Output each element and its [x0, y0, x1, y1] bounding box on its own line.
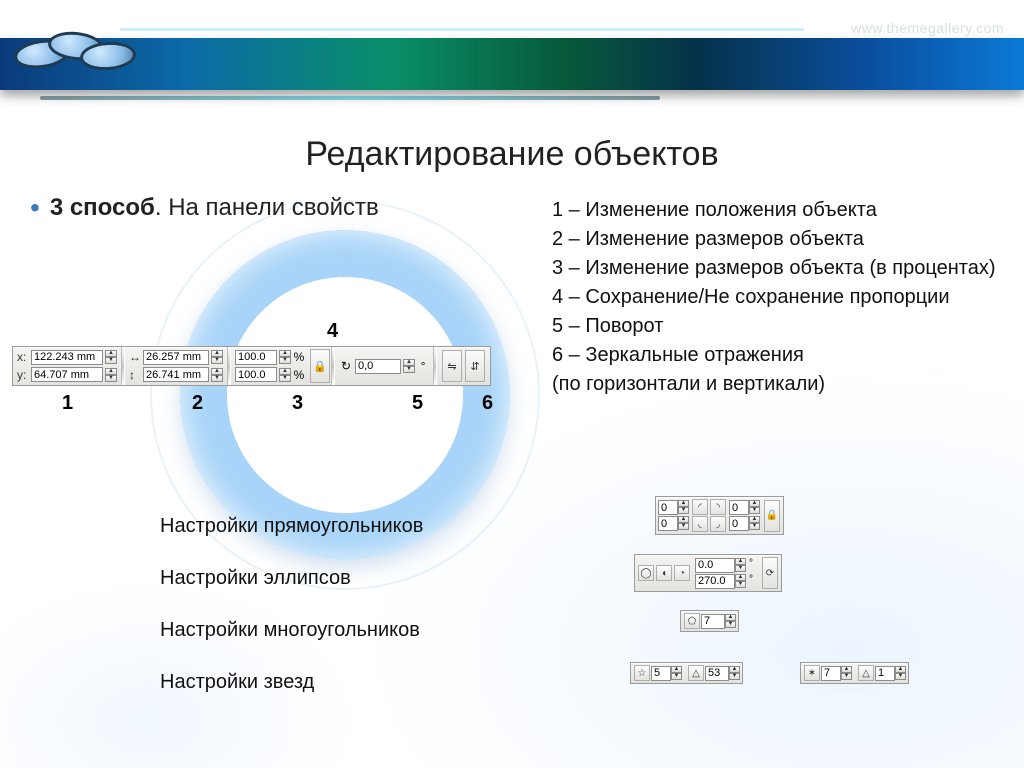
degree-unit: ° — [746, 558, 756, 573]
mirror-horizontal-button[interactable]: ⇋ — [442, 350, 462, 382]
ellipse-start-field[interactable]: 0.0 — [695, 558, 735, 573]
ellipse-full-button[interactable]: ◯ — [638, 565, 654, 581]
height-field[interactable]: 26.741 mm — [143, 367, 209, 382]
callout-4: 4 — [327, 320, 338, 343]
mirror-group: ⇋ ⇵ — [437, 347, 490, 385]
lock-ratio-button[interactable]: 🔒 — [310, 349, 330, 383]
ellipse-panel: ◯ ◖ ◔ 0.0 ▲▼ ° 270.0 ▲▼ ° ⟳ — [634, 554, 782, 592]
scale-x-spinner[interactable]: ▲▼ — [279, 350, 291, 364]
corner-br-field[interactable]: 0 — [729, 516, 749, 531]
legend-item: 4 – Сохранение/Не сохранение пропорции — [552, 283, 1002, 312]
ellipse-start-spinner[interactable]: ▲▼ — [735, 558, 746, 573]
corner-bl-icon: ◟ — [692, 516, 708, 532]
rect-lock-button[interactable]: 🔒 — [764, 500, 780, 532]
percent-unit: % — [293, 368, 305, 382]
scale-x-field[interactable]: 100.0 — [235, 350, 277, 365]
star-sharpness-spinner[interactable]: ▲▼ — [729, 666, 740, 680]
corner-tr-spinner[interactable]: ▲▼ — [749, 500, 760, 515]
rotate-field[interactable]: 0,0 — [355, 359, 401, 374]
width-field[interactable]: 26.257 mm — [143, 350, 209, 365]
legend-item: (по горизонтали и вертикали) — [552, 370, 1002, 399]
scale-group: 100.0 ▲▼ % 100.0 ▲▼ % — [231, 347, 309, 385]
percent-unit: % — [293, 350, 305, 364]
complex-star-points-spinner[interactable]: ▲▼ — [841, 666, 852, 680]
complex-star-sharpness-field[interactable]: 1 — [875, 666, 895, 681]
corner-bl-field[interactable]: 0 — [658, 516, 678, 531]
star-sharpness-icon: △ — [688, 665, 704, 681]
corner-tl-spinner[interactable]: ▲▼ — [678, 500, 689, 515]
rotate-group: ↻ 0,0 ▲▼ ° — [335, 347, 433, 385]
position-group: x: 122.243 mm ▲▼ y: 64.707 mm ▲▼ — [13, 347, 121, 385]
legend-item: 5 – Поворот — [552, 312, 1002, 341]
legend-item: 3 – Изменение размеров объекта (в процен… — [552, 254, 1002, 283]
star-points-spinner[interactable]: ▲▼ — [671, 666, 682, 680]
height-spinner[interactable]: ▲▼ — [211, 368, 223, 382]
y-field[interactable]: 64.707 mm — [31, 367, 103, 382]
rect-corner-panel: 0 ▲▼ 0 ▲▼ ◜ ◝ ◟ ◞ 0 ▲▼ 0 — [655, 496, 784, 535]
corner-bl-spinner[interactable]: ▲▼ — [678, 516, 689, 531]
degree-unit: ° — [746, 574, 756, 589]
complex-star-points-field[interactable]: 7 — [821, 666, 841, 681]
callout-6: 6 — [482, 392, 493, 415]
x-field[interactable]: 122.243 mm — [31, 350, 103, 365]
property-bar: x: 122.243 mm ▲▼ y: 64.707 mm ▲▼ ↔ 26.25… — [12, 346, 491, 386]
complex-star-sharpness-spinner[interactable]: ▲▼ — [895, 666, 906, 680]
ellipse-end-field[interactable]: 270.0 — [695, 574, 735, 589]
x-spinner[interactable]: ▲▼ — [105, 350, 117, 364]
polygon-sides-field[interactable]: 7 — [701, 614, 725, 629]
corner-tr-field[interactable]: 0 — [729, 500, 749, 515]
legend-list: 1 – Изменение положения объекта 2 – Изме… — [552, 196, 1002, 399]
legend-item: 6 – Зеркальные отражения — [552, 341, 1002, 370]
method-bullet: •3 способ. На панели свойств — [30, 192, 379, 224]
scale-y-field[interactable]: 100.0 — [235, 367, 277, 382]
callout-5: 5 — [412, 392, 423, 415]
corner-tl-icon: ◜ — [692, 499, 708, 515]
polygon-settings-label: Настройки многоугольников — [160, 604, 423, 656]
star-panel-1: ☆ 5 ▲▼ △ 53 ▲▼ — [630, 662, 743, 684]
y-spinner[interactable]: ▲▼ — [105, 368, 117, 382]
legend-item: 2 – Изменение размеров объекта — [552, 225, 1002, 254]
corner-br-icon: ◞ — [710, 516, 726, 532]
y-label: y: — [17, 368, 29, 382]
width-spinner[interactable]: ▲▼ — [211, 350, 223, 364]
page-title: Редактирование объектов — [0, 135, 1024, 174]
height-icon: ↕ — [129, 368, 141, 382]
polygon-sides-spinner[interactable]: ▲▼ — [725, 614, 736, 628]
x-label: x: — [17, 350, 29, 364]
scale-y-spinner[interactable]: ▲▼ — [279, 368, 291, 382]
ellipse-swap-button[interactable]: ⟳ — [762, 557, 778, 589]
rotate-icon: ↻ — [339, 359, 353, 373]
rotate-spinner[interactable]: ▲▼ — [403, 359, 415, 373]
complex-star-sharpness-icon: △ — [858, 665, 874, 681]
callout-1: 1 — [62, 392, 73, 415]
ellipse-pie-button[interactable]: ◖ — [656, 565, 672, 581]
mirror-vertical-button[interactable]: ⇵ — [465, 350, 485, 382]
star-icon: ☆ — [634, 665, 650, 681]
rect-settings-label: Настройки прямоугольников — [160, 500, 423, 552]
callout-2: 2 — [192, 392, 203, 415]
star-settings-label: Настройки звезд — [160, 656, 423, 708]
polygon-icon: ⬠ — [684, 613, 700, 629]
legend-item: 1 – Изменение положения объекта — [552, 196, 1002, 225]
degree-unit: ° — [417, 359, 429, 373]
polygon-panel: ⬠ 7 ▲▼ — [680, 610, 739, 632]
corner-tr-icon: ◝ — [710, 499, 726, 515]
star-points-field[interactable]: 5 — [651, 666, 671, 681]
star-panel-2: ✶ 7 ▲▼ △ 1 ▲▼ — [800, 662, 909, 684]
ellipse-settings-label: Настройки эллипсов — [160, 552, 423, 604]
callout-3: 3 — [292, 392, 303, 415]
star-sharpness-field[interactable]: 53 — [705, 666, 729, 681]
size-group: ↔ 26.257 mm ▲▼ ↕ 26.741 mm ▲▼ — [125, 347, 227, 385]
settings-labels: Настройки прямоугольников Настройки элли… — [160, 500, 423, 708]
ellipse-arc-button[interactable]: ◔ — [674, 565, 690, 581]
width-icon: ↔ — [129, 350, 141, 364]
corner-tl-field[interactable]: 0 — [658, 500, 678, 515]
ellipse-end-spinner[interactable]: ▲▼ — [735, 574, 746, 589]
complex-star-icon: ✶ — [804, 665, 820, 681]
corner-br-spinner[interactable]: ▲▼ — [749, 516, 760, 531]
